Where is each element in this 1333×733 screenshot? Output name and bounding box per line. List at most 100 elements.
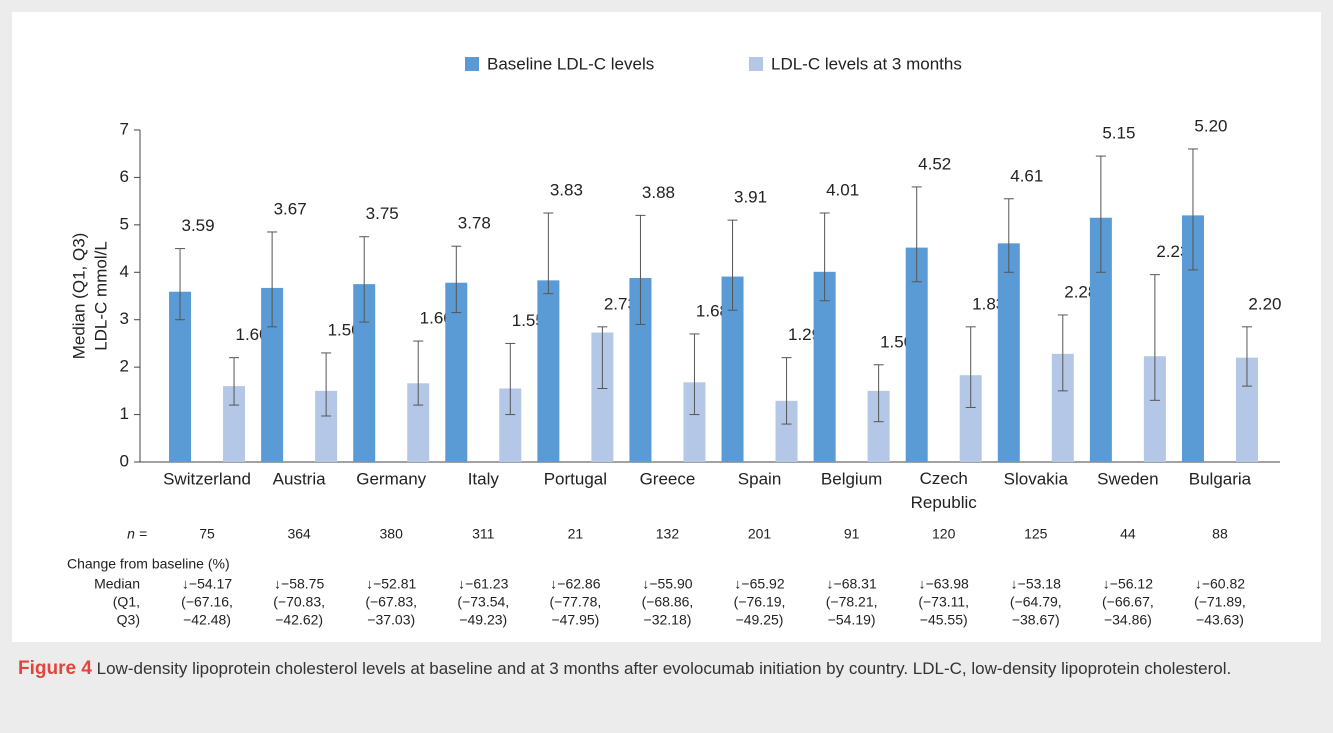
value-label: 3.59 — [181, 216, 214, 235]
change-median: ↓−56.12 — [1103, 576, 1153, 592]
n-value: 88 — [1212, 526, 1228, 542]
value-label: 3.88 — [642, 183, 675, 202]
n-value: 132 — [656, 526, 680, 542]
value-label: 4.01 — [826, 180, 859, 199]
change-q1: (−73.54, — [457, 594, 509, 610]
change-q3: −49.25) — [736, 612, 784, 628]
value-label: 3.78 — [458, 214, 491, 233]
y-tick-label: 7 — [120, 119, 129, 138]
y-tick-label: 4 — [120, 262, 129, 281]
bar — [223, 386, 246, 462]
value-label: 3.67 — [274, 199, 307, 218]
change-median: ↓−60.82 — [1195, 576, 1245, 592]
bar — [591, 332, 614, 462]
bar — [1143, 356, 1166, 462]
value-label: 3.91 — [734, 188, 767, 207]
value-label: 2.20 — [1248, 294, 1281, 313]
bar — [169, 291, 192, 462]
change-q1: (−66.67, — [1102, 594, 1154, 610]
x-tick-label: Slovakia — [1004, 469, 1069, 488]
caption: Figure 4 Low-density lipoprotein cholest… — [18, 656, 1314, 681]
bar — [959, 375, 982, 462]
bar — [1051, 353, 1074, 462]
change-title: Change from baseline (%) — [67, 556, 230, 572]
n-value: 201 — [748, 526, 772, 542]
bar — [1181, 215, 1204, 462]
change-median: ↓−55.90 — [642, 576, 692, 592]
change-q3: −45.55) — [920, 612, 968, 628]
change-q3: −38.67) — [1012, 612, 1060, 628]
panel-background — [12, 12, 1321, 642]
x-tick-label: Italy — [468, 469, 500, 488]
n-value: 21 — [568, 526, 584, 542]
value-label: 5.20 — [1194, 116, 1227, 135]
y-tick-label: 3 — [120, 309, 129, 328]
value-label: 1.29 — [788, 325, 821, 344]
bar — [997, 243, 1020, 462]
value-label: 1.50 — [328, 320, 361, 339]
bar — [721, 276, 744, 462]
bar — [867, 390, 890, 462]
change-q1: (−68.86, — [642, 594, 694, 610]
change-q3: −43.63) — [1196, 612, 1244, 628]
value-label: 3.83 — [550, 180, 583, 199]
x-tick-label: Spain — [738, 469, 781, 488]
row-label: (Q1, — [113, 594, 140, 610]
change-q1: (−77.78, — [549, 594, 601, 610]
change-q3: −42.62) — [275, 612, 323, 628]
change-q3: −32.18) — [644, 612, 692, 628]
bar — [353, 284, 376, 462]
n-value: 91 — [844, 526, 860, 542]
change-median: ↓−53.18 — [1011, 576, 1061, 592]
n-value: 364 — [287, 526, 311, 542]
bar — [445, 282, 468, 462]
value-label: 2.23 — [1156, 242, 1189, 261]
y-tick-label: 0 — [120, 451, 129, 470]
caption-label: Figure 4 — [18, 658, 92, 679]
legend-label: LDL-C levels at 3 months — [771, 54, 962, 73]
value-label: 5.15 — [1102, 124, 1135, 143]
y-axis-label: LDL-C mmol/L — [91, 241, 110, 351]
change-q3: −47.95) — [551, 612, 599, 628]
x-tick-label: Bulgaria — [1189, 469, 1252, 488]
bar — [1089, 217, 1112, 462]
change-q1: (−78.21, — [826, 594, 878, 610]
legend-label: Baseline LDL-C levels — [487, 54, 654, 73]
bar — [905, 247, 928, 462]
x-tick-label: Greece — [640, 469, 696, 488]
value-label: 1.55 — [512, 311, 545, 330]
row-label: Q3) — [117, 612, 140, 628]
change-q3: −49.23) — [459, 612, 507, 628]
bar — [1235, 357, 1258, 462]
change-q1: (−73.11, — [918, 594, 969, 610]
x-tick-label: Switzerland — [163, 469, 251, 488]
x-tick-label: Belgium — [821, 469, 882, 488]
bar — [683, 382, 706, 462]
x-tick-label: Czech Republic — [911, 469, 978, 512]
change-q1: (−67.16, — [181, 594, 233, 610]
change-q3: −42.48) — [183, 612, 231, 628]
bar — [261, 287, 284, 462]
value-label: 3.75 — [366, 204, 399, 223]
value-label: 2.73 — [604, 294, 637, 313]
bar — [315, 390, 338, 462]
n-label: n = — [127, 526, 147, 542]
x-tick-label: Portugal — [544, 469, 607, 488]
y-tick-label: 2 — [120, 357, 129, 376]
x-tick-label: Austria — [273, 469, 326, 488]
row-label: Median — [94, 576, 140, 592]
n-value: 125 — [1024, 526, 1048, 542]
change-q3: −54.19) — [828, 612, 876, 628]
y-axis-label: Median (Q1, Q3) — [69, 233, 88, 360]
change-median: ↓−52.81 — [366, 576, 416, 592]
bar — [407, 383, 430, 462]
value-label: 1.83 — [972, 294, 1005, 313]
change-median: ↓−63.98 — [919, 576, 969, 592]
change-q3: −34.86) — [1104, 612, 1152, 628]
n-value: 75 — [199, 526, 215, 542]
change-q1: (−70.83, — [273, 594, 325, 610]
n-value: 311 — [472, 526, 495, 542]
change-q1: (−71.89, — [1194, 594, 1246, 610]
change-median: ↓−61.23 — [458, 576, 508, 592]
